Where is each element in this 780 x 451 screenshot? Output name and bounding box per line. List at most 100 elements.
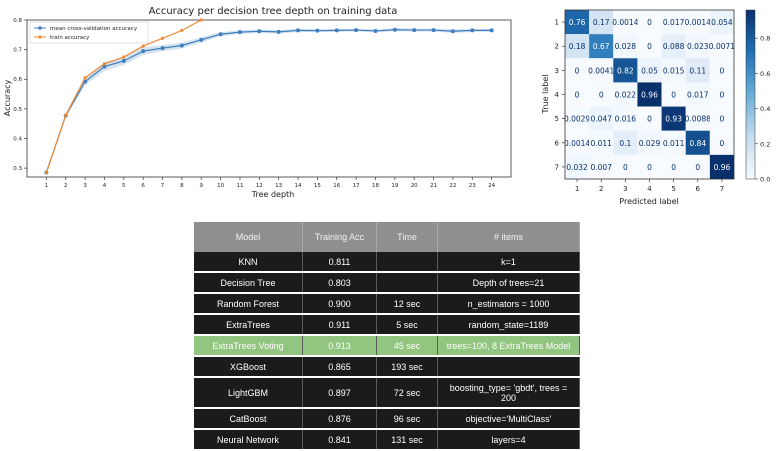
items-cell: n_estimators = 1000: [437, 293, 580, 315]
cm-y-tick-label: 4: [555, 91, 560, 99]
series-point-0: [102, 64, 107, 69]
series-line-0: [45, 29, 492, 173]
training-acc-cell: 0.897: [302, 377, 377, 409]
training-acc-cell: 0.876: [302, 408, 377, 430]
cm-cell-value: 0.05: [641, 66, 658, 75]
cm-cell-value: 0: [671, 163, 676, 172]
series-point-0: [199, 37, 204, 42]
cm-cell-value: 0.0014: [612, 18, 638, 27]
table-row: CatBoost 0.876 96 sec objective='MultiClass…: [194, 408, 580, 430]
time-cell: 72 sec: [376, 377, 438, 409]
x-tick-label: 12: [256, 183, 263, 189]
training-acc-cell: 0.913: [302, 335, 377, 357]
items-cell: boosting_type= 'gbdt', trees = 200: [437, 377, 580, 409]
cm-cell: [637, 106, 662, 131]
cm-cell-value: 0.96: [641, 91, 658, 100]
cm-cell-value: 0.011: [663, 139, 685, 148]
cm-y-tick-label: 2: [555, 43, 559, 51]
x-tick-label: 6: [141, 183, 145, 189]
cm-cell: [613, 58, 638, 83]
cm-cell: [637, 130, 662, 155]
cm-cell-value: 0.0088: [685, 115, 711, 124]
cm-cell: [565, 10, 590, 35]
line-chart-xlabel: Tree depth: [251, 190, 295, 199]
series-point-1: [102, 62, 107, 66]
series-point-1: [44, 170, 48, 175]
cm-x-tick-label: 3: [623, 185, 627, 193]
model-name-cell: ExtraTrees Voting: [194, 335, 303, 357]
colorbar-tick-label: 0.2: [760, 140, 770, 148]
items-cell: [437, 356, 580, 378]
training-acc-cell: 0.900: [302, 293, 377, 315]
cm-cell: [661, 34, 686, 59]
cm-cell: [685, 10, 710, 35]
training-acc-cell: 0.803: [302, 272, 377, 294]
header-time: Time: [376, 222, 438, 252]
time-cell: 5 sec: [376, 314, 438, 336]
x-tick-label: 8: [180, 183, 184, 189]
y-tick-label: 0.4: [13, 136, 22, 142]
items-cell: k=1: [437, 252, 580, 273]
cm-cell-value: 0.032: [566, 163, 588, 172]
cm-cell: [685, 82, 710, 107]
table-header-row: Model Training Acc Time # items: [194, 222, 580, 252]
cm-cell: [709, 82, 734, 107]
x-tick-label: 5: [122, 183, 126, 189]
x-tick-label: 3: [83, 183, 87, 189]
cm-cell: [589, 154, 614, 179]
items-cell: objective='MultiClass': [437, 408, 580, 430]
model-name-cell: Neural Network: [194, 429, 303, 451]
y-tick-label: 0.3: [13, 166, 22, 172]
header-training-acc: Training Acc: [302, 222, 377, 252]
x-tick-label: 4: [103, 183, 107, 189]
table-row: Random Forest 0.900 12 sec n_estimators = 1…: [194, 293, 580, 315]
cm-cell: [709, 34, 734, 59]
legend-train-label: train accuracy: [50, 35, 90, 41]
cm-cell: [685, 58, 710, 83]
cm-cell-value: 0: [720, 66, 725, 75]
x-tick-label: 7: [161, 183, 165, 189]
x-tick-label: 1: [45, 183, 49, 189]
cm-x-tick-label: 2: [599, 185, 603, 193]
cm-cell: [637, 10, 662, 35]
x-tick-label: 22: [449, 183, 456, 189]
colorbar-tick-label: 0.4: [760, 105, 770, 113]
table-row: ExtraTrees Voting 0.913 45 sec trees=100, 8…: [194, 335, 580, 357]
series-point-0: [354, 28, 359, 33]
series-point-1: [199, 18, 203, 22]
x-tick-label: 13: [275, 183, 282, 189]
cm-cell-value: 0.0071: [709, 42, 735, 51]
cm-x-tick-label: 1: [575, 185, 579, 193]
series-point-1: [64, 113, 68, 117]
cm-cell: [637, 34, 662, 59]
y-tick-label: 0.5: [13, 107, 22, 113]
cm-cell: [565, 34, 590, 59]
x-tick-label: 16: [333, 183, 340, 189]
cm-cell: [589, 106, 614, 131]
line-chart-ylabel: Accuracy: [3, 79, 12, 116]
cm-cell-value: 0: [647, 42, 652, 51]
cm-cell-value: 0.0014: [685, 18, 711, 27]
x-tick-label: 9: [199, 183, 203, 189]
cm-cell-value: 0.96: [714, 163, 731, 172]
series-point-0: [373, 28, 378, 33]
cm-cell: [661, 130, 686, 155]
cm-xlabel: Predicted label: [619, 197, 678, 206]
table-row: ExtraTrees 0.911 5 sec random_state=1189: [194, 314, 580, 336]
table-row: XGBoost 0.865 193 sec: [194, 356, 580, 378]
cm-cell-value: 0.0041: [588, 66, 614, 75]
series-point-0: [392, 27, 397, 32]
cm-cell: [613, 34, 638, 59]
cm-cell-value: 0: [575, 91, 580, 100]
series-point-0: [296, 28, 301, 33]
x-tick-label: 11: [236, 183, 243, 189]
cm-cell: [685, 154, 710, 179]
cm-y-tick-label: 7: [555, 163, 559, 171]
cm-cell-value: 0: [647, 18, 652, 27]
cm-cell: [661, 10, 686, 35]
series-point-0: [470, 28, 475, 33]
cm-cell-value: 0.1: [619, 139, 631, 148]
cm-cell-value: 0: [647, 115, 652, 124]
cm-x-tick-label: 6: [696, 185, 701, 193]
